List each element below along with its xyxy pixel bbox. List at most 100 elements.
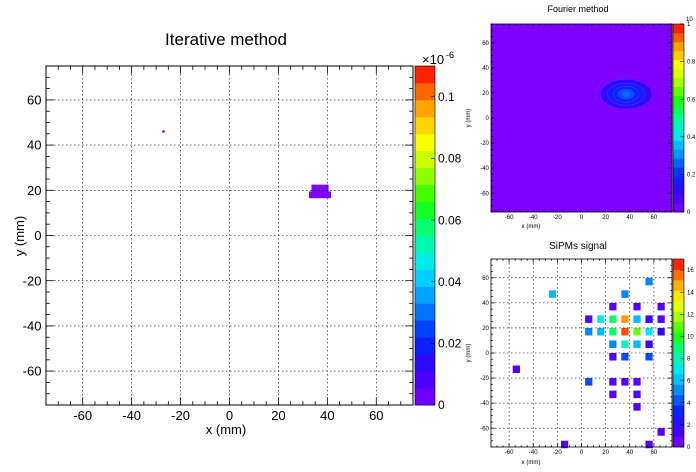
- iterative-xtick-label: -40: [122, 408, 141, 423]
- fourier-colorbar-step: [673, 185, 684, 195]
- sipms-ytick-label: -60: [480, 426, 489, 432]
- fourier-colorbar-step: [673, 122, 684, 132]
- sipms-cell: [609, 302, 617, 311]
- iterative-colorbar-label: 0: [438, 398, 445, 412]
- iterative-xtick-label: 0: [226, 408, 233, 423]
- iterative-cell: [309, 191, 332, 199]
- sipms-colorbar-label: 14: [687, 290, 694, 296]
- fourier-colorbar-label: 0.2: [687, 173, 696, 179]
- fourier-ytick-label: -60: [480, 191, 489, 197]
- sipms-ytick-label: 0: [486, 351, 490, 357]
- sipms-cell: [609, 327, 617, 336]
- iterative-ytick-label: -20: [23, 273, 42, 288]
- fourier-colorbar-step: [673, 140, 684, 150]
- iterative-colorbar-step: [415, 320, 435, 338]
- fourier-ytick-label: 60: [482, 41, 489, 47]
- iterative-xtick-label: 40: [320, 408, 334, 423]
- sipms-colorbar-step: [673, 300, 684, 312]
- fourier-blob: [599, 78, 653, 110]
- sipms-cell: [609, 315, 617, 323]
- fourier-colorbar-step: [673, 86, 684, 97]
- fourier-colorbar-step: [673, 68, 684, 79]
- fourier-xtick-label: 20: [602, 215, 609, 221]
- iterative-colorbar-exponent: -6: [446, 50, 454, 60]
- sipms-cell: [560, 440, 569, 449]
- sipms-colorbar-step: [673, 279, 684, 291]
- sipms-cell: [657, 428, 665, 436]
- sipms-cell: [633, 378, 641, 386]
- sipms-ytick-label: 60: [482, 276, 489, 282]
- iterative-cell: [311, 184, 329, 196]
- iterative-colorbar-step: [415, 82, 435, 101]
- iterative-ytick-label: -40: [23, 318, 42, 333]
- sipms-cell: [609, 340, 617, 348]
- iterative-colorbar-multiplier: ×10: [422, 52, 444, 67]
- iterative-colorbar-frame: [414, 65, 436, 406]
- fourier-colorbar-step: [673, 203, 684, 213]
- fourier-method-panel: Fourier method -60 -40 -20 0 20 40 60 -60 -40 -20…: [466, 4, 696, 230]
- sipms-colorbar-label: 10: [687, 335, 694, 341]
- sipms-xtick-label: 0: [580, 450, 584, 456]
- sipms-cell: [645, 277, 653, 286]
- sipms-cell: [645, 340, 653, 348]
- sipms-cell: [621, 378, 629, 386]
- iterative-ytick-label: 60: [27, 92, 41, 107]
- sipms-cell: [645, 315, 653, 323]
- sipms-cell: [621, 340, 629, 348]
- iterative-colorbar: 0 0.02 0.04 0.06 0.08 0.1: [414, 65, 462, 412]
- fourier-ytick-label: 40: [482, 66, 489, 72]
- sipms-cell: [645, 353, 653, 361]
- sipms-colorbar-step: [673, 415, 684, 427]
- fourier-xtick-label: -40: [529, 215, 538, 221]
- iterative-colorbar-step: [415, 150, 435, 169]
- sipms-colorbar-label: 6: [687, 379, 691, 385]
- sipms-cell: [633, 327, 641, 336]
- fourier-colorbar-label: 0.4: [687, 135, 696, 141]
- sipms-xlabel: x (mm): [522, 460, 541, 466]
- iterative-ytick-label: 40: [27, 138, 41, 153]
- iterative-ytick-label: 0: [34, 228, 41, 243]
- iterative-cell: [162, 130, 165, 133]
- iterative-xtick-label: 20: [271, 408, 285, 423]
- iterative-colorbar-step: [415, 354, 435, 372]
- fourier-xtick-label: -20: [553, 215, 562, 221]
- sipms-colorbar-step: [673, 342, 684, 354]
- sipms-cell: [621, 327, 629, 336]
- iterative-colorbar-step: [415, 167, 435, 186]
- iterative-xtick-label: -20: [171, 408, 190, 423]
- sipms-cell: [585, 315, 593, 323]
- fourier-colorbar-step: [673, 59, 684, 70]
- sipms-cell: [609, 378, 617, 386]
- sipms-ytick-label: 20: [482, 326, 489, 332]
- fourier-xtick-label: 40: [626, 215, 633, 221]
- fourier-colorbar-step: [673, 113, 684, 123]
- sipms-cell: [609, 353, 617, 361]
- iterative-title: Iterative method: [165, 30, 287, 49]
- sipms-colorbar-label: 0: [687, 445, 691, 451]
- sipms-colorbar-frame: [672, 258, 685, 448]
- iterative-colorbar-step: [415, 218, 435, 236]
- sipms-cell: [597, 327, 605, 336]
- fourier-ytick-label: -40: [480, 166, 489, 172]
- fourier-title: Fourier method: [547, 4, 608, 14]
- fourier-colorbar-frame: [672, 23, 685, 213]
- sipms-grid: [491, 259, 672, 447]
- sipms-cell: [512, 365, 520, 374]
- sipms-colorbar-step: [673, 321, 684, 333]
- fourier-contour: [621, 90, 631, 98]
- iterative-cells: [162, 130, 332, 199]
- fourier-colorbar-label: 0.6: [687, 97, 696, 103]
- sipms-colorbar-step: [673, 332, 684, 343]
- sipms-cell: [633, 340, 641, 348]
- sipms-xtick-label: -40: [529, 450, 538, 456]
- fourier-ylabel: y (mm): [466, 109, 472, 128]
- sipms-colorbar-step: [673, 426, 684, 437]
- sipms-cell: [657, 302, 665, 311]
- sipms-ytick-label: 40: [482, 301, 489, 307]
- iterative-xtick-label: -60: [73, 408, 92, 423]
- sipms-cell: [657, 327, 665, 336]
- sipms-cell: [585, 327, 593, 336]
- sipms-cell: [548, 290, 557, 298]
- fourier-colorbar: 0 0.2 0.4 0.6 0.8 1: [672, 22, 696, 216]
